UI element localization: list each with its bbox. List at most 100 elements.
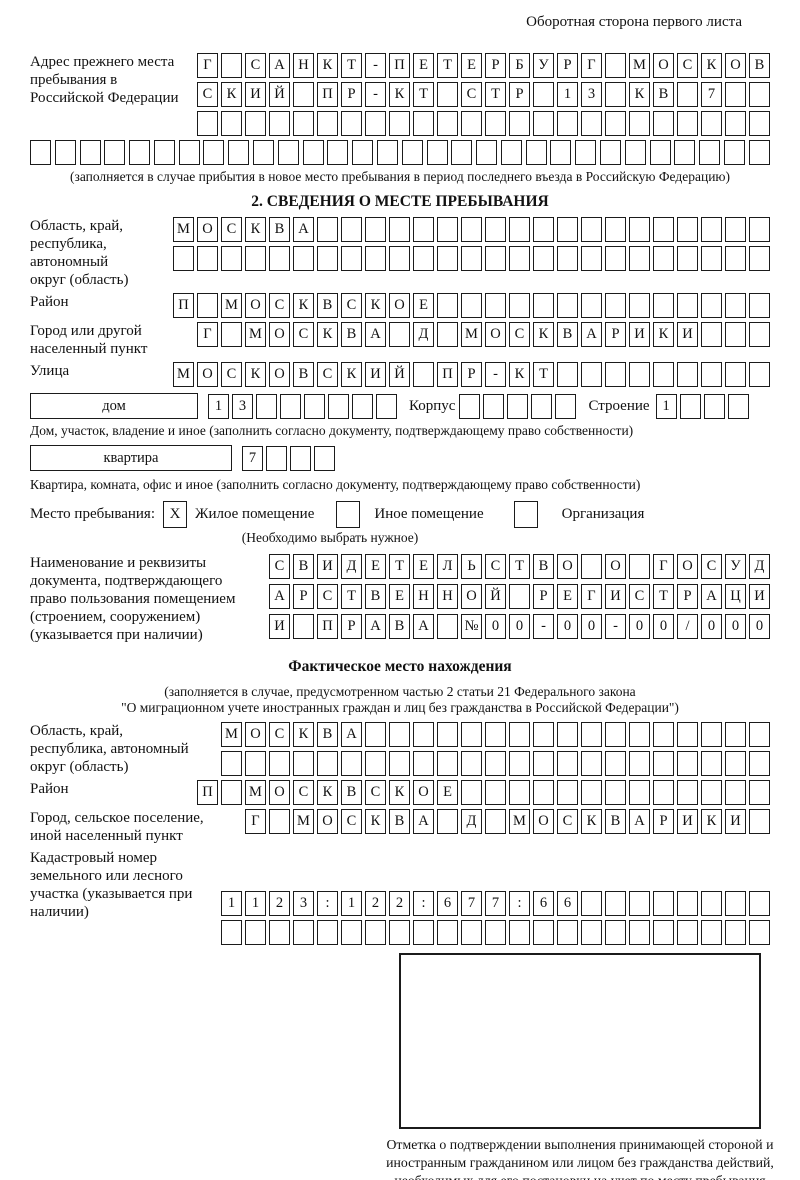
char-cell[interactable]: О [725,53,746,78]
char-cell[interactable] [555,393,577,419]
char-cell[interactable] [629,293,650,318]
char-cell[interactable] [197,246,218,271]
char-cell[interactable] [426,140,448,165]
char-cell[interactable]: 3 [232,393,253,419]
char-cell[interactable]: М [173,217,194,242]
char-cell[interactable] [269,920,290,945]
char-cell[interactable] [389,217,410,242]
char-cell[interactable] [727,393,749,419]
char-cell[interactable]: Р [653,809,674,834]
char-cell[interactable] [581,246,602,271]
char-cell[interactable]: В [557,322,578,347]
char-cell[interactable] [365,751,386,776]
char-cell[interactable] [575,140,597,165]
char-cell[interactable] [389,920,410,945]
char-cell[interactable] [437,246,458,271]
char-cell[interactable]: 2 [365,891,386,916]
char-cell[interactable]: Е [413,554,434,579]
char-cell[interactable] [629,722,650,747]
char-cell[interactable] [653,780,674,805]
char-cell[interactable]: : [509,891,530,916]
char-cell[interactable] [725,780,746,805]
char-cell[interactable] [653,891,674,916]
char-cell[interactable] [749,920,770,945]
char-cell[interactable] [677,82,698,107]
char-cell[interactable]: С [317,362,338,387]
char-cell[interactable]: И [245,82,266,107]
char-cell[interactable] [749,322,770,347]
char-cell[interactable]: В [293,554,314,579]
char-cell[interactable] [653,751,674,776]
char-cell[interactable] [509,780,530,805]
char-cell[interactable]: А [581,322,602,347]
char-cell[interactable] [317,246,338,271]
char-cell[interactable] [221,920,242,945]
char-cell[interactable] [245,751,266,776]
char-cell[interactable] [389,111,410,136]
char-cell[interactable]: В [341,322,362,347]
char-cell[interactable]: М [173,362,194,387]
char-cell[interactable]: В [605,809,626,834]
char-cell[interactable] [533,293,554,318]
char-cell[interactable] [581,554,602,579]
char-cell[interactable] [485,293,506,318]
char-cell[interactable] [703,393,725,419]
char-cell[interactable] [173,246,194,271]
char-cell[interactable] [725,217,746,242]
char-cell[interactable]: 0 [509,614,530,639]
char-cell[interactable] [533,920,554,945]
char-cell[interactable]: - [365,53,386,78]
char-cell[interactable] [266,445,287,471]
char-cell[interactable]: О [605,554,626,579]
char-cell[interactable] [599,140,621,165]
char-cell[interactable] [653,920,674,945]
char-cell[interactable]: - [605,614,626,639]
char-cell[interactable] [653,293,674,318]
char-cell[interactable] [293,920,314,945]
char-cell[interactable]: 3 [581,82,602,107]
char-cell[interactable] [413,111,434,136]
char-cell[interactable]: С [293,780,314,805]
char-cell[interactable] [365,111,386,136]
char-cell[interactable]: № [461,614,482,639]
char-cell[interactable] [304,393,325,419]
char-cell[interactable]: Г [581,53,602,78]
char-cell[interactable] [203,140,225,165]
char-cell[interactable] [581,891,602,916]
char-cell[interactable]: О [269,362,290,387]
char-cell[interactable] [437,82,458,107]
char-cell[interactable] [749,82,770,107]
char-cell[interactable]: 7 [242,445,263,471]
char-cell[interactable]: В [389,809,410,834]
char-cell[interactable]: М [221,722,242,747]
char-cell[interactable]: 0 [557,614,578,639]
char-cell[interactable] [461,722,482,747]
char-cell[interactable]: И [677,322,698,347]
char-cell[interactable] [269,751,290,776]
char-cell[interactable] [221,246,242,271]
char-cell[interactable]: В [749,53,770,78]
char-cell[interactable]: Д [413,322,434,347]
char-cell[interactable] [749,362,770,387]
char-cell[interactable]: О [269,322,290,347]
char-cell[interactable]: 0 [701,614,722,639]
char-cell[interactable] [581,362,602,387]
char-cell[interactable] [221,780,242,805]
char-cell[interactable] [533,780,554,805]
char-cell[interactable] [677,362,698,387]
char-cell[interactable] [129,140,151,165]
char-cell[interactable] [629,217,650,242]
char-cell[interactable] [485,780,506,805]
char-cell[interactable]: М [629,53,650,78]
char-cell[interactable]: Р [293,584,314,609]
char-cell[interactable]: Т [389,554,410,579]
char-cell[interactable] [749,722,770,747]
char-cell[interactable]: : [317,891,338,916]
char-cell[interactable] [509,293,530,318]
char-cell[interactable] [317,217,338,242]
char-cell[interactable] [701,246,722,271]
char-cell[interactable]: Т [509,554,530,579]
char-cell[interactable] [79,140,101,165]
char-cell[interactable] [509,246,530,271]
char-cell[interactable]: Т [413,82,434,107]
